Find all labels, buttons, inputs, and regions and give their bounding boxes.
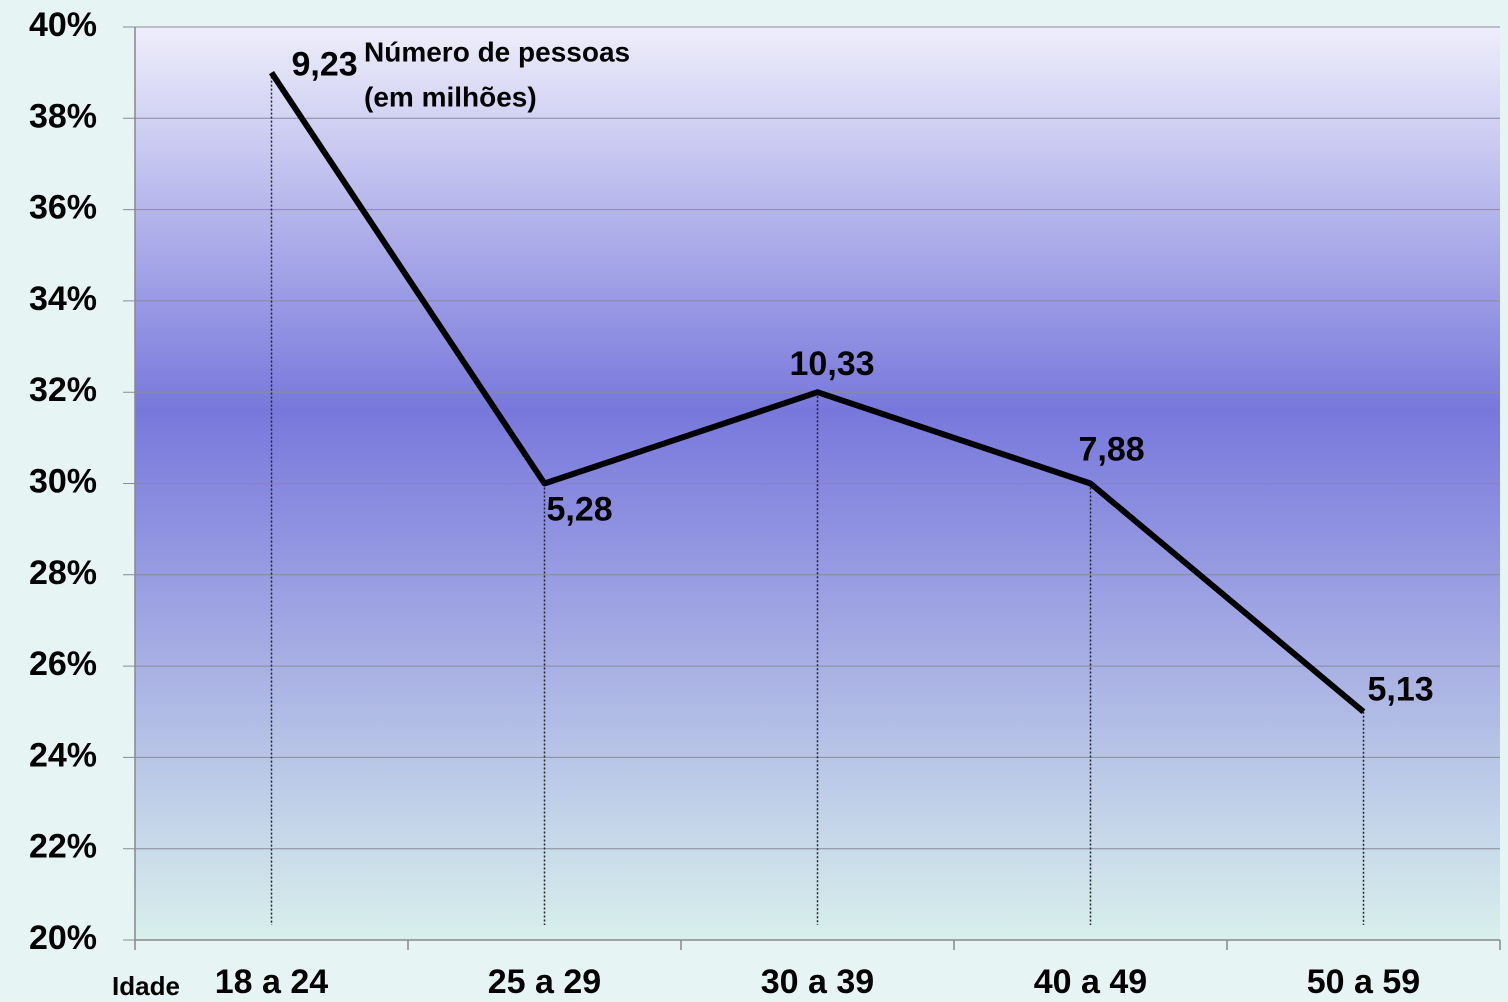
y-tick-label: 20%	[29, 919, 97, 957]
y-tick-label: 38%	[29, 97, 97, 135]
x-tick-label: 25 a 29	[488, 963, 601, 1001]
y-tick-label: 30%	[29, 462, 97, 500]
annotation-title: Número de pessoas	[364, 36, 630, 67]
annotation-subtitle: (em milhões)	[364, 81, 537, 112]
data-label: 5,28	[547, 490, 613, 528]
data-label: 10,33	[790, 345, 875, 383]
x-tick-label: 50 a 59	[1307, 963, 1420, 1001]
data-label: 9,23	[292, 46, 358, 84]
chart: Idade Número de pessoas (em milhões) 20%…	[0, 0, 1508, 1002]
y-tick-label: 28%	[29, 554, 97, 592]
y-tick-label: 34%	[29, 280, 97, 318]
x-tick-label: 30 a 39	[761, 963, 874, 1001]
y-tick-label: 22%	[29, 828, 97, 866]
x-tick-label: 18 a 24	[215, 963, 329, 1001]
y-tick-label: 40%	[29, 6, 97, 44]
y-tick-label: 36%	[29, 189, 97, 227]
data-label: 7,88	[1079, 430, 1145, 468]
y-tick-label: 32%	[29, 371, 97, 409]
page: Idade Número de pessoas (em milhões) 20%…	[0, 0, 1508, 1002]
y-tick-label: 24%	[29, 736, 97, 774]
data-label: 5,13	[1368, 671, 1434, 709]
x-tick-label: 40 a 49	[1034, 963, 1147, 1001]
x-axis-label: Idade	[112, 971, 180, 1001]
y-tick-label: 26%	[29, 645, 97, 683]
